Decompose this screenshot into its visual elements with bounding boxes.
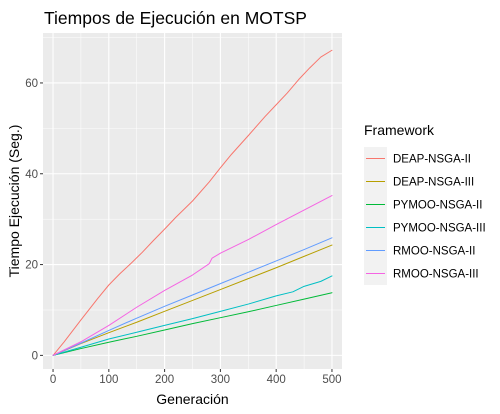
y-tick-label: 0 bbox=[32, 350, 38, 362]
series-line-rmoo-nsga-iii bbox=[52, 195, 333, 356]
x-tick-label: 400 bbox=[267, 374, 286, 386]
series-line-pymoo-nsga-iii bbox=[52, 275, 333, 356]
series-line-deap-nsga-iii bbox=[52, 244, 333, 356]
y-axis-title: Tiempo Ejecución (Seg.) bbox=[6, 125, 22, 278]
chart-title: Tiempos de Ejecución en MOTSP bbox=[44, 8, 307, 28]
grid-major-group bbox=[43, 33, 342, 369]
legend-title: Framework bbox=[364, 122, 435, 138]
x-axis-title: Generación bbox=[156, 391, 228, 407]
y-tick-label: 40 bbox=[25, 169, 38, 181]
legend-label: PYMOO-NSGA-III bbox=[393, 223, 486, 235]
axis-labels-group: 0 100 200 300 400 500 0 20 40 60 bbox=[25, 78, 341, 386]
legend-label: RMOO-NSGA-III bbox=[393, 269, 479, 281]
axis-ticks-group bbox=[40, 82, 333, 372]
x-tick-label: 300 bbox=[211, 374, 230, 386]
x-tick-label: 500 bbox=[322, 374, 341, 386]
legend-items: DEAP-NSGA-II DEAP-NSGA-III PYMOO-NSGA-II PY… bbox=[364, 147, 486, 285]
x-tick-label: 200 bbox=[155, 374, 174, 386]
series-line-deap-nsga-ii bbox=[52, 49, 333, 356]
legend: Framework DEAP-NSGA-II DEAP-NSGA-III PYMOO… bbox=[364, 122, 486, 285]
legend-label: RMOO-NSGA-II bbox=[393, 246, 475, 258]
x-tick-label: 100 bbox=[99, 374, 118, 386]
legend-label: DEAP-NSGA-III bbox=[393, 177, 474, 189]
legend-label: DEAP-NSGA-II bbox=[393, 154, 471, 166]
x-tick-label: 0 bbox=[50, 374, 56, 386]
series-lines-group bbox=[52, 49, 333, 356]
legend-label: PYMOO-NSGA-II bbox=[393, 200, 482, 212]
series-line-pymoo-nsga-ii bbox=[52, 292, 333, 356]
y-tick-label: 60 bbox=[25, 78, 38, 90]
y-tick-label: 20 bbox=[25, 260, 38, 272]
series-line-rmoo-nsga-ii bbox=[52, 237, 333, 356]
